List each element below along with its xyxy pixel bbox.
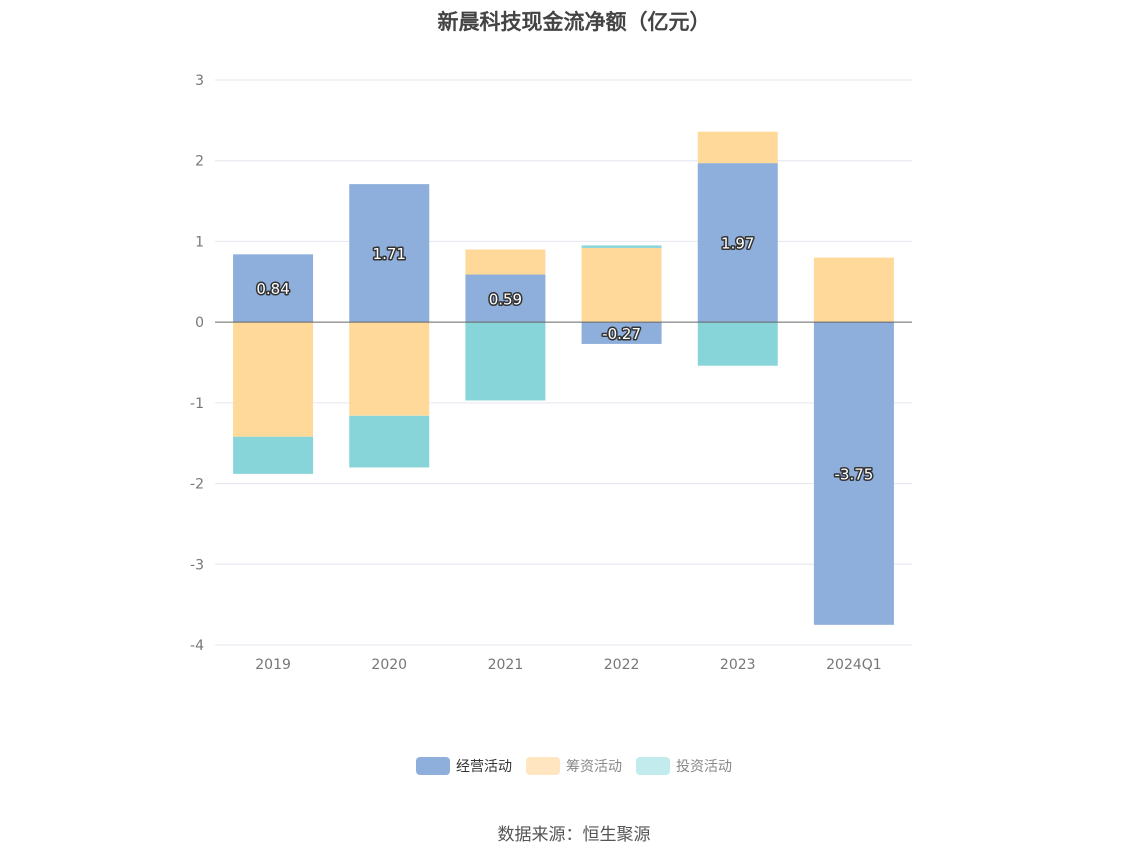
data-label: 1.97 (721, 235, 754, 253)
x-tick-label: 2024Q1 (826, 657, 882, 673)
bar-segment-financing (697, 131, 778, 164)
bar-segment-investing (465, 322, 546, 401)
bar-segment-operating (581, 322, 662, 344)
cash-flow-chart: 3 2 1 0 -1 -2 -3 -4 0.84 2019 1.71 2020 0.59 2021 -0.2… (190, 73, 912, 673)
legend-item-investing[interactable]: 投资活动 (636, 756, 732, 776)
legend: 经营活动 筹资活动 投资活动 (0, 756, 1148, 776)
y-tick-label: 2 (195, 154, 204, 170)
x-tick-label: 2019 (255, 657, 291, 673)
bar-segment-investing (697, 322, 778, 366)
bar-segment-financing (233, 322, 314, 437)
x-tick-label: 2021 (488, 657, 524, 673)
x-tick-label: 2022 (604, 657, 640, 673)
bar-segment-investing (233, 436, 314, 474)
legend-label-financing: 筹资活动 (566, 759, 622, 775)
y-tick-label: 1 (195, 234, 204, 250)
legend-item-financing[interactable]: 筹资活动 (526, 756, 622, 776)
bar-segment-operating (233, 254, 314, 323)
x-tick-label: 2023 (720, 657, 756, 673)
bar-segment-operating (813, 322, 894, 625)
x-tick-label: 2020 (371, 657, 407, 673)
bar-segment-operating (697, 163, 778, 323)
data-label: -0.27 (602, 325, 641, 343)
bar-segment-operating (349, 184, 430, 323)
chart-title: 新晨科技现金流净额（亿元） (437, 10, 711, 34)
y-tick-label: 3 (195, 73, 204, 89)
data-label: 1.71 (373, 245, 406, 263)
y-tick-label: 0 (195, 315, 204, 331)
data-label: -3.75 (835, 465, 874, 483)
bar-segment-operating (465, 274, 546, 323)
bar-segment-financing (813, 257, 894, 323)
y-tick-label: -1 (190, 396, 204, 412)
legend-swatch-investing (636, 757, 670, 775)
bar-segment-financing (581, 247, 662, 323)
data-label: 0.59 (489, 290, 522, 308)
y-tick-label: -3 (190, 557, 204, 573)
y-tick-label: -4 (190, 638, 204, 654)
legend-label-operating: 经营活动 (456, 759, 512, 775)
legend-swatch-financing (526, 757, 560, 775)
bar-segment-financing (349, 322, 430, 416)
data-label: 0.84 (256, 280, 289, 298)
legend-item-operating[interactable]: 经营活动 (416, 756, 512, 776)
bar-segment-investing (581, 245, 662, 248)
data-source-note: 数据来源：恒生聚源 (497, 825, 651, 845)
bar-segment-financing (465, 249, 546, 275)
bar-segment-investing (349, 415, 430, 468)
legend-label-investing: 投资活动 (676, 759, 732, 775)
y-tick-label: -2 (190, 477, 204, 493)
legend-swatch-operating (416, 757, 450, 775)
